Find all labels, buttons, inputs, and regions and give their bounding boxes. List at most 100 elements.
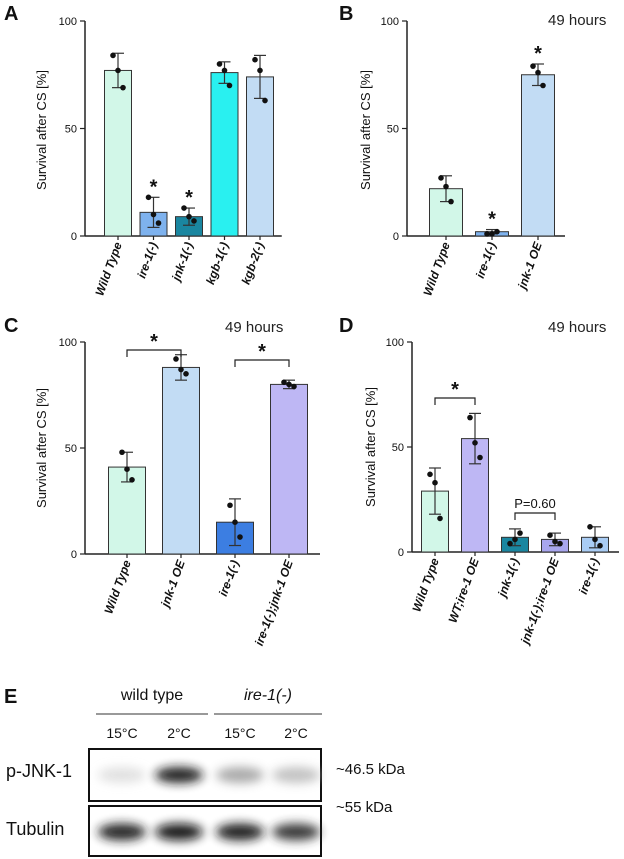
data-point [443, 183, 449, 190]
data-point [535, 69, 541, 76]
y-tick-label: 100 [59, 16, 77, 28]
blot-band-tubulin-lane-1 [98, 823, 146, 841]
data-point [512, 536, 518, 543]
category-label-kgb-2: kgb-2(-) [239, 240, 267, 286]
y-tick-label: 0 [71, 231, 77, 243]
data-point [597, 542, 603, 549]
significance-star: * [534, 43, 542, 65]
category-label-ire-1: ire-1(-) [134, 240, 160, 280]
category-label-wild-type: Wild Type [409, 556, 441, 614]
category-label-wild-type: Wild Type [101, 558, 133, 616]
panel-b: B 49 hours Survival after CS [%] 0 50 100 W… [339, 3, 606, 298]
category-label-ire-1-jnk-1-oe: ire-1(-);jnk-1 OE [252, 557, 296, 647]
data-point [232, 519, 238, 525]
comparison-bracket [514, 512, 556, 520]
blot-band-tubulin-lane-2 [155, 823, 203, 841]
bands-pjnk1 [98, 767, 320, 783]
category-label-kgb-1: kgb-1(-) [203, 240, 231, 286]
y-tick-label: 100 [59, 337, 77, 349]
data-point [489, 231, 495, 237]
panel-e: E wild type ire-1(-) 15°C 2°C 15°C 2°C p… [4, 686, 405, 857]
data-point [226, 82, 233, 89]
panel-letter-a: A [4, 3, 18, 25]
data-point [507, 540, 513, 547]
data-point [484, 231, 490, 237]
chart-d: 0 50 100 Wild Type WT;ire-1 OE jnk-1(-)jnk-1(… [386, 337, 619, 647]
time-label: 49 hours [548, 12, 606, 29]
data-point [110, 52, 116, 59]
y-tick-label: 0 [71, 549, 77, 561]
blot-band-p-jnk-1-lane-1 [98, 767, 146, 783]
y-tick-label: 50 [387, 124, 399, 136]
panel-letter-e: E [4, 686, 17, 708]
y-tick-label: 100 [386, 337, 404, 349]
data-point [227, 502, 233, 509]
data-point [115, 67, 121, 74]
y-axis-label: Survival after CS [%] [363, 387, 378, 507]
bar-kgb-2 [246, 76, 274, 237]
data-point [252, 56, 258, 63]
blot-row-label-tubulin: Tubulin [6, 819, 64, 839]
data-point [286, 381, 292, 388]
y-tick-label: 0 [393, 231, 399, 243]
y-tick-label: 50 [392, 442, 404, 454]
data-point [237, 534, 243, 540]
y-tick-label: 0 [398, 547, 404, 559]
data-point [129, 477, 135, 483]
data-point [186, 213, 192, 220]
bar-jnk-1-oe [162, 366, 200, 555]
category-label-wild-type: Wild Type [92, 240, 124, 298]
data-point [155, 220, 162, 226]
data-point [472, 440, 478, 446]
data-point [216, 61, 223, 67]
data-point [173, 356, 179, 362]
bar-jnk-1-oe [521, 74, 555, 237]
group-label-ire-1: ire-1(-) [244, 687, 292, 704]
bar-wild-type [104, 69, 132, 237]
panel-c: C 49 hours Survival after CS [%] 0 50 100 W… [4, 315, 320, 648]
blot-band-p-jnk-1-lane-4 [272, 767, 320, 783]
data-point [124, 466, 130, 473]
temp-label: 2°C [167, 725, 191, 741]
category-label-wt-ire-1-oe: WT;ire-1 OE [445, 555, 482, 624]
blot-size-pjnk1: ~46.5 kDa [336, 761, 405, 778]
category-label-ire-1: ire-1(-) [216, 558, 242, 598]
time-label: 49 hours [548, 319, 606, 336]
significance-star: * [150, 176, 158, 198]
group-label-wild-type: wild type [120, 687, 183, 704]
bracket-significance-star: * [451, 379, 459, 401]
significance-star: * [185, 187, 193, 209]
bar-kgb-1 [210, 72, 239, 237]
bands-tubulin [98, 823, 320, 841]
comparison-bracket [234, 359, 290, 367]
temp-label: 2°C [284, 725, 308, 741]
bracket-significance-star: * [258, 341, 266, 363]
blot-band-p-jnk-1-lane-3 [216, 767, 264, 783]
data-point [120, 84, 126, 91]
bracket-p-value: P=0.60 [514, 496, 556, 511]
y-tick-label: 50 [65, 443, 77, 455]
chart-c: 0 50 100 Wild Type jnk-1 OE ire-1(-) ire-1(-);… [59, 331, 320, 648]
data-point [592, 536, 598, 543]
data-point [547, 532, 553, 538]
data-point [427, 471, 433, 478]
data-point [257, 67, 263, 74]
panel-d: D 49 hours Survival after CS [%] 0 50 100 W… [339, 315, 619, 647]
category-label-jnk-1-oe: jnk-1 OE [514, 239, 545, 292]
data-point [183, 371, 189, 377]
blot-band-p-jnk-1-lane-2 [155, 767, 203, 783]
data-point [191, 218, 197, 224]
panel-letter-d: D [339, 315, 353, 337]
category-label-jnk-1-ire-1-oe: jnk-1(-);ire-1 OE [517, 555, 562, 647]
data-point [145, 194, 152, 201]
data-point [552, 538, 558, 545]
panel-letter-b: B [339, 3, 353, 25]
panel-a: A Survival after CS [%] 0 50 100 Wild Type i… [4, 3, 282, 298]
data-point [557, 540, 563, 547]
data-point [221, 67, 228, 74]
y-tick-label: 100 [381, 16, 399, 28]
data-point [178, 366, 184, 373]
data-point [438, 175, 444, 181]
data-point [494, 228, 500, 235]
data-point [477, 454, 483, 461]
